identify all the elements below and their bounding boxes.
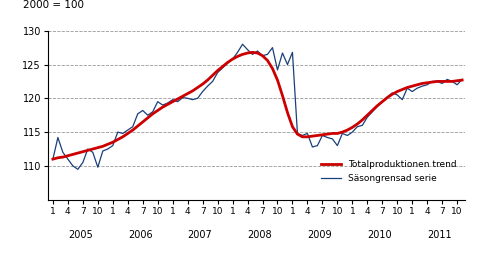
Text: 2010: 2010: [367, 230, 392, 240]
Totalproduktionen trend: [375, 104, 380, 107]
Text: 2007: 2007: [188, 230, 213, 240]
Totalproduktionen trend: [110, 141, 115, 144]
Totalproduktionen trend: [75, 152, 81, 155]
Totalproduktionen trend: [459, 79, 465, 82]
Text: 2009: 2009: [308, 230, 332, 240]
Säsongrensad serie: [80, 161, 86, 164]
Text: 2008: 2008: [248, 230, 273, 240]
Säsongrensad serie: [379, 100, 385, 103]
Säsongrensad serie: [305, 132, 310, 135]
Text: 2006: 2006: [128, 230, 152, 240]
Text: 2005: 2005: [68, 230, 93, 240]
Säsongrensad serie: [354, 125, 360, 128]
Säsongrensad serie: [140, 109, 146, 112]
Totalproduktionen trend: [135, 124, 141, 127]
Säsongrensad serie: [240, 43, 245, 46]
Totalproduktionen trend: [350, 126, 355, 129]
Säsongrensad serie: [75, 168, 81, 171]
Line: Totalproduktionen trend: Totalproduktionen trend: [53, 52, 462, 159]
Text: 2011: 2011: [427, 230, 452, 240]
Totalproduktionen trend: [299, 135, 305, 138]
Totalproduktionen trend: [250, 51, 255, 54]
Säsongrensad serie: [459, 78, 465, 81]
Text: 2000 = 100: 2000 = 100: [23, 1, 84, 10]
Säsongrensad serie: [115, 131, 121, 134]
Säsongrensad serie: [50, 158, 56, 161]
Totalproduktionen trend: [50, 158, 56, 161]
Line: Säsongrensad serie: Säsongrensad serie: [53, 44, 462, 169]
Legend: Totalproduktionen trend, Säsongrensad serie: Totalproduktionen trend, Säsongrensad se…: [317, 156, 460, 187]
